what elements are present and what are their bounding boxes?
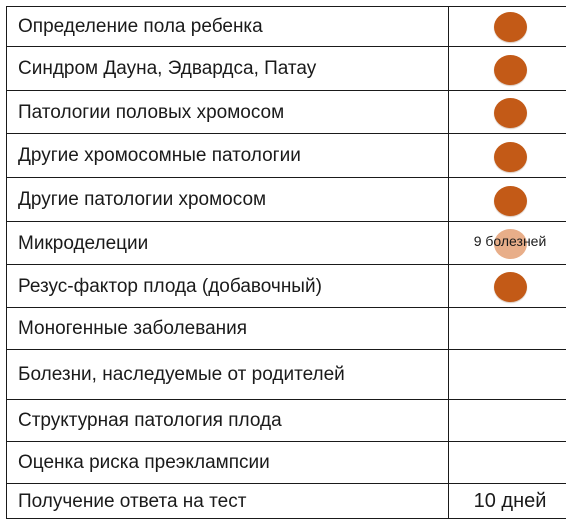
row-label: Синдром Дауна, Эдвардса, Патау: [6, 46, 449, 91]
row-label: Оценка риска преэклампсии: [6, 441, 449, 484]
row-value-cell: [448, 46, 566, 91]
included-marker-faded-icon: [494, 229, 527, 259]
row-value-cell: [448, 399, 566, 442]
included-marker-icon: [494, 142, 527, 172]
table-row: Патологии половых хромосом: [6, 90, 566, 134]
included-marker-icon: [494, 98, 527, 128]
row-label: Патологии половых хромосом: [6, 90, 449, 134]
row-value-cell: [448, 6, 566, 47]
marker-note: 9 болезней: [473, 233, 547, 249]
row-value-cell: 10 дней: [448, 483, 566, 519]
table-row: Структурная патология плода: [6, 399, 566, 442]
result-time-value: 10 дней: [473, 489, 547, 512]
included-marker-icon: [494, 55, 527, 85]
table-row: Синдром Дауна, Эдвардса, Патау: [6, 46, 566, 91]
row-label: Получение ответа на тест: [6, 483, 449, 519]
row-value-cell: [448, 90, 566, 134]
table-row: Оценка риска преэклампсии: [6, 441, 566, 484]
row-label: Определение пола ребенка: [6, 6, 449, 47]
row-value-cell: [448, 441, 566, 484]
features-table: Определение пола ребенка Синдром Дауна, Э…: [6, 6, 566, 519]
included-marker-icon: [494, 186, 527, 216]
row-label: Другие хромосомные патологии: [6, 133, 449, 178]
row-label: Моногенные заболевания: [6, 307, 449, 350]
row-label: Структурная патология плода: [6, 399, 449, 442]
row-value-cell: [448, 177, 566, 222]
row-value-cell: [448, 264, 566, 308]
table-row: Определение пола ребенка: [6, 6, 566, 47]
row-value-cell: 9 болезней: [448, 221, 566, 265]
row-value-cell: [448, 307, 566, 350]
row-label: Другие патологии хромосом: [6, 177, 449, 222]
row-value-cell: [448, 349, 566, 400]
included-marker-icon: [494, 272, 527, 302]
table-row: Получение ответа на тест 10 дней: [6, 483, 566, 519]
row-value-cell: [448, 133, 566, 178]
table-row: Другие патологии хромосом: [6, 177, 566, 222]
row-label: Микроделеции: [6, 221, 449, 265]
features-table-body: Определение пола ребенка Синдром Дауна, Э…: [6, 6, 566, 519]
table-row: Резус-фактор плода (добавочный): [6, 264, 566, 308]
table-row: Моногенные заболевания: [6, 307, 566, 350]
table-row: Микроделеции 9 болезней: [6, 221, 566, 265]
row-label: Болезни, наследуемые от родителей: [6, 349, 449, 400]
table-row: Другие хромосомные патологии: [6, 133, 566, 178]
included-marker-icon: [494, 12, 527, 42]
row-label: Резус-фактор плода (добавочный): [6, 264, 449, 308]
table-row: Болезни, наследуемые от родителей: [6, 349, 566, 400]
